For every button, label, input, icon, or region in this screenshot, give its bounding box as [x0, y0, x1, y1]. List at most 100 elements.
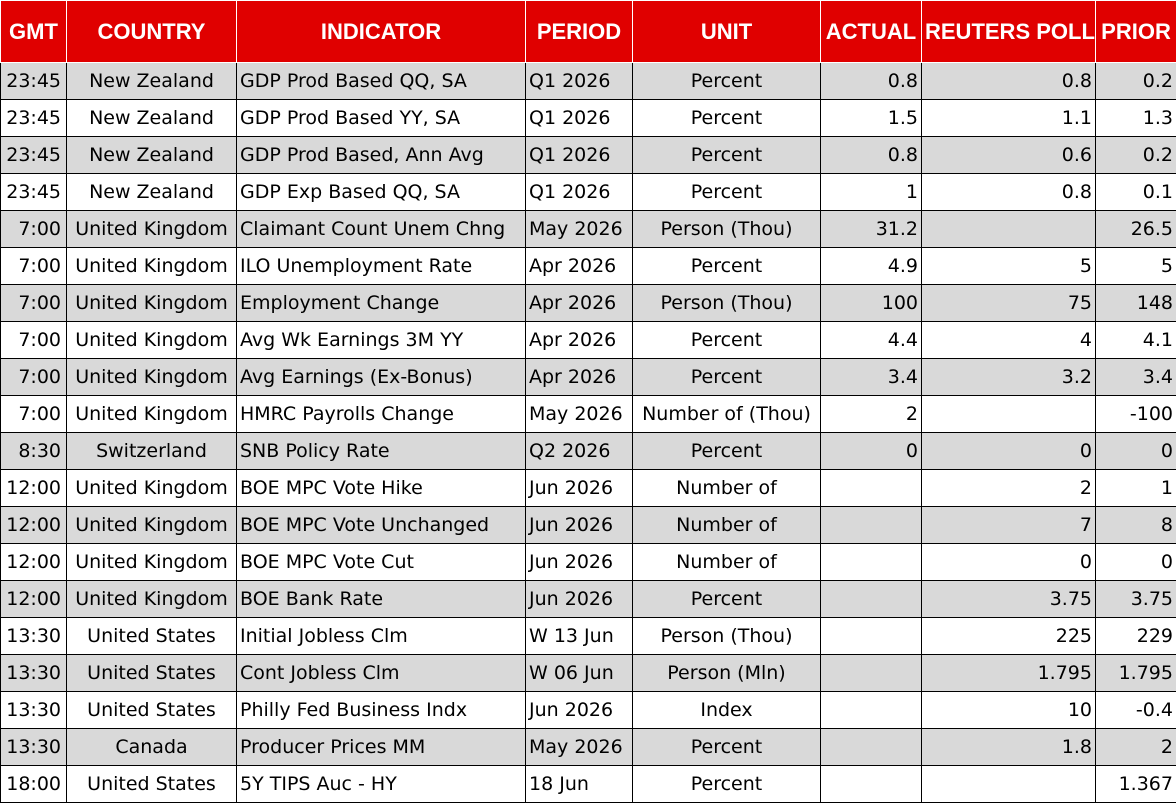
cell-prior: 1 [1096, 470, 1176, 507]
cell-reuters-poll: 3.75 [922, 581, 1096, 618]
cell-prior: 229 [1096, 618, 1176, 655]
cell-period: Apr 2026 [526, 322, 633, 359]
cell-period: Q1 2026 [526, 174, 633, 211]
cell-unit: Percent [633, 248, 821, 285]
cell-prior: 0 [1096, 433, 1176, 470]
cell-gmt: 7:00 [1, 248, 67, 285]
cell-period: May 2026 [526, 396, 633, 433]
cell-actual [821, 507, 922, 544]
cell-unit: Percent [633, 433, 821, 470]
cell-gmt: 7:00 [1, 322, 67, 359]
cell-actual [821, 470, 922, 507]
cell-indicator: Philly Fed Business Indx [237, 692, 526, 729]
cell-actual: 1.5 [821, 100, 922, 137]
cell-country: New Zealand [67, 137, 237, 174]
cell-prior: 26.5 [1096, 211, 1176, 248]
cell-gmt: 23:45 [1, 63, 67, 100]
cell-prior: 8 [1096, 507, 1176, 544]
cell-country: Switzerland [67, 433, 237, 470]
cell-gmt: 13:30 [1, 729, 67, 766]
cell-period: 18 Jun [526, 766, 633, 803]
cell-actual [821, 766, 922, 803]
cell-actual: 2 [821, 396, 922, 433]
cell-country: United Kingdom [67, 544, 237, 581]
cell-actual: 0 [821, 433, 922, 470]
cell-actual: 3.4 [821, 359, 922, 396]
cell-indicator: Cont Jobless Clm [237, 655, 526, 692]
cell-gmt: 18:00 [1, 766, 67, 803]
cell-reuters-poll: 3.2 [922, 359, 1096, 396]
cell-gmt: 8:30 [1, 433, 67, 470]
cell-gmt: 7:00 [1, 396, 67, 433]
cell-country: New Zealand [67, 63, 237, 100]
cell-prior: 3.75 [1096, 581, 1176, 618]
cell-prior: -100 [1096, 396, 1176, 433]
cell-actual: 4.9 [821, 248, 922, 285]
cell-gmt: 13:30 [1, 692, 67, 729]
cell-unit: Percent [633, 581, 821, 618]
cell-gmt: 23:45 [1, 100, 67, 137]
cell-unit: Number of [633, 507, 821, 544]
cell-prior: 2 [1096, 729, 1176, 766]
cell-unit: Percent [633, 322, 821, 359]
cell-unit: Percent [633, 100, 821, 137]
cell-prior: 1.367 [1096, 766, 1176, 803]
cell-period: May 2026 [526, 729, 633, 766]
cell-actual [821, 729, 922, 766]
cell-gmt: 12:00 [1, 507, 67, 544]
cell-country: United Kingdom [67, 285, 237, 322]
cell-period: Q1 2026 [526, 63, 633, 100]
cell-reuters-poll: 2 [922, 470, 1096, 507]
cell-actual [821, 655, 922, 692]
cell-gmt: 7:00 [1, 285, 67, 322]
cell-reuters-poll [922, 766, 1096, 803]
cell-period: Jun 2026 [526, 692, 633, 729]
cell-unit: Person (Thou) [633, 211, 821, 248]
header-indicator: INDICATOR [237, 1, 526, 63]
cell-indicator: 5Y TIPS Auc - HY [237, 766, 526, 803]
cell-period: Apr 2026 [526, 285, 633, 322]
cell-period: Q2 2026 [526, 433, 633, 470]
cell-country: New Zealand [67, 174, 237, 211]
cell-reuters-poll: 1.8 [922, 729, 1096, 766]
cell-actual: 0.8 [821, 63, 922, 100]
cell-unit: Number of [633, 544, 821, 581]
cell-indicator: BOE MPC Vote Cut [237, 544, 526, 581]
cell-gmt: 7:00 [1, 359, 67, 396]
cell-indicator: Producer Prices MM [237, 729, 526, 766]
cell-gmt: 23:45 [1, 137, 67, 174]
cell-period: W 06 Jun [526, 655, 633, 692]
cell-reuters-poll: 0.8 [922, 63, 1096, 100]
cell-prior: 0.1 [1096, 174, 1176, 211]
cell-country: United States [67, 618, 237, 655]
cell-indicator: BOE MPC Vote Unchanged [237, 507, 526, 544]
cell-actual: 1 [821, 174, 922, 211]
cell-gmt: 13:30 [1, 618, 67, 655]
cell-reuters-poll: 1.1 [922, 100, 1096, 137]
cell-unit: Percent [633, 359, 821, 396]
cell-country: United Kingdom [67, 248, 237, 285]
cell-indicator: Initial Jobless Clm [237, 618, 526, 655]
header-gmt: GMT [1, 1, 67, 63]
cell-country: United Kingdom [67, 396, 237, 433]
cell-period: Jun 2026 [526, 507, 633, 544]
cell-unit: Number of (Thou) [633, 396, 821, 433]
cell-indicator: GDP Prod Based QQ, SA [237, 63, 526, 100]
cell-indicator: Avg Wk Earnings 3M YY [237, 322, 526, 359]
cell-reuters-poll: 10 [922, 692, 1096, 729]
cell-prior: -0.4 [1096, 692, 1176, 729]
cell-reuters-poll [922, 211, 1096, 248]
cell-period: Jun 2026 [526, 544, 633, 581]
cell-prior: 0.2 [1096, 137, 1176, 174]
